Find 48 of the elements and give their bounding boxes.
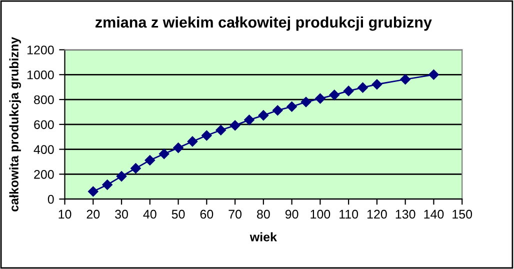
x-tick-label: 140: [424, 210, 444, 219]
point: [202, 130, 212, 141]
x-tick-label: 100: [310, 210, 330, 219]
point: [372, 79, 382, 90]
x-tick-label: 90: [285, 210, 298, 219]
point: [400, 74, 410, 84]
chart-title: zmiana z wiekim całkowitej produkcji grubizny: [96, 16, 432, 31]
x-tick-label: 50: [172, 210, 185, 219]
x-tick-label: 110: [340, 210, 358, 219]
x-tick-label: 70: [228, 210, 242, 219]
x-tick-label: 30: [115, 210, 128, 219]
point: [230, 120, 240, 131]
x-tick-label: 60: [200, 210, 214, 219]
point: [315, 93, 326, 104]
x-tick-label: 80: [257, 210, 270, 219]
point: [116, 171, 127, 182]
x-tick-label: 150: [452, 210, 472, 219]
point: [286, 102, 297, 112]
point: [216, 125, 226, 136]
point: [173, 142, 184, 153]
point: [244, 114, 254, 126]
point: [300, 96, 312, 108]
y-axis-title: całkowita produkcja grubizny: [9, 36, 21, 212]
point: [428, 70, 439, 80]
point: [329, 90, 340, 100]
point: [130, 163, 141, 174]
point: [272, 105, 283, 116]
point: [343, 86, 354, 96]
x-axis-title: wiek: [250, 232, 277, 242]
point: [158, 148, 170, 160]
x-tick-label: 40: [143, 210, 156, 219]
y-tick-label: 1200: [27, 46, 54, 54]
point: [88, 186, 98, 197]
x-tick-label: 10: [58, 210, 72, 219]
point: [258, 110, 269, 120]
point: [102, 180, 112, 190]
y-tick-label: 0: [48, 194, 54, 204]
y-tick-label: 1000: [27, 70, 54, 80]
y-tick-label: 400: [34, 145, 54, 154]
x-tick-label: 120: [367, 210, 387, 219]
point: [144, 155, 156, 166]
y-tick-label: 600: [34, 120, 54, 130]
y-tick-label: 200: [34, 170, 54, 179]
x-tick-label: 20: [86, 210, 100, 219]
point: [187, 136, 198, 147]
point: [358, 82, 368, 93]
y-tick-label: 800: [34, 95, 54, 104]
x-tick-label: 130: [396, 210, 416, 219]
